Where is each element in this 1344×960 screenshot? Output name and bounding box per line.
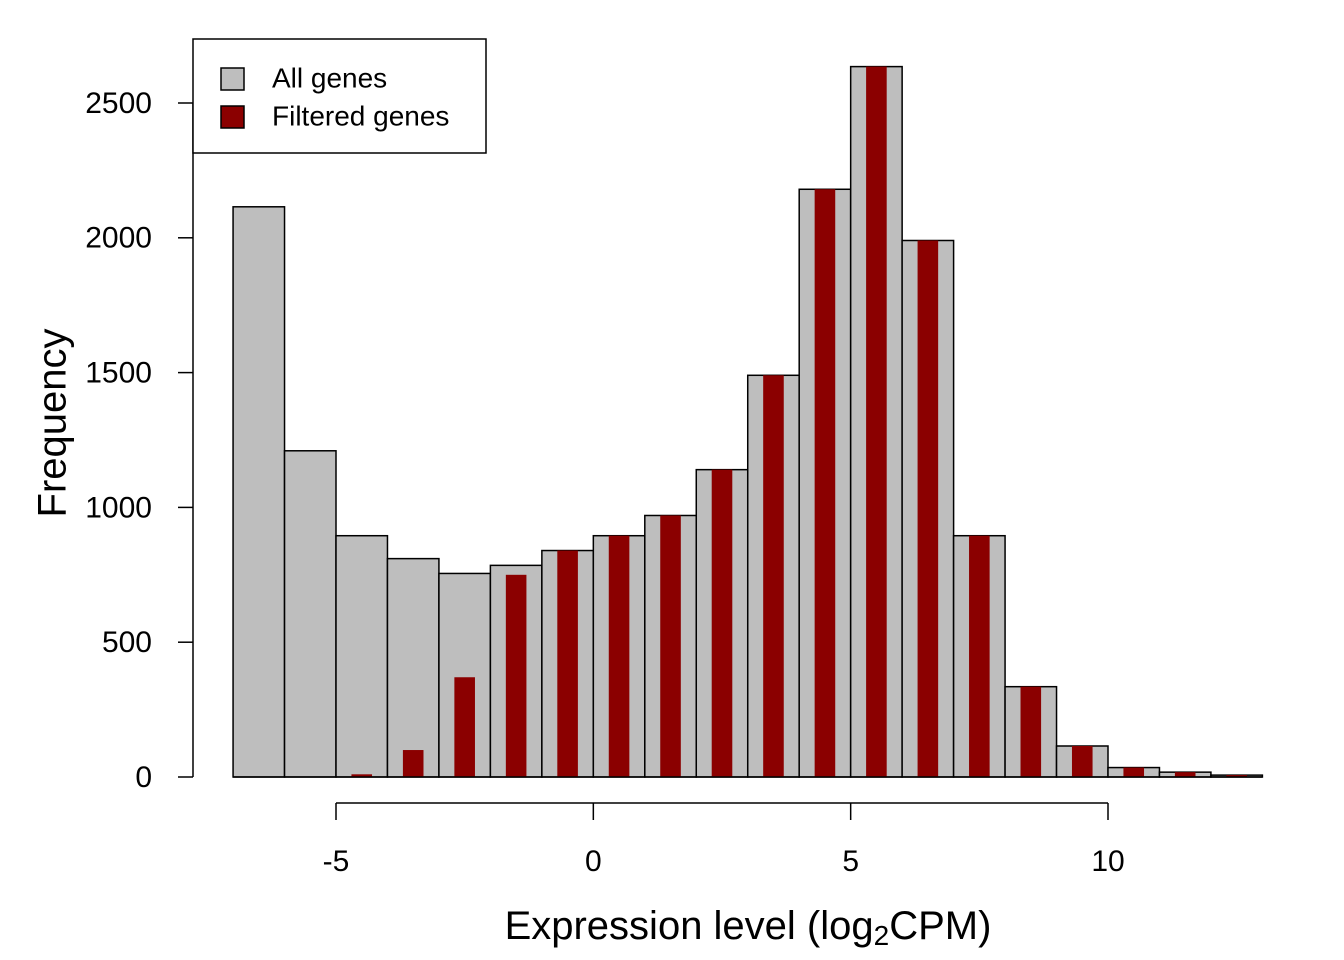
bar: [814, 189, 836, 778]
legend-swatch: [220, 105, 245, 129]
bar: [1123, 767, 1145, 777]
x-tick-label: 5: [842, 845, 859, 878]
bar: [660, 515, 681, 777]
x-axis-label: Expression level (log2CPM): [505, 904, 992, 952]
bar: [232, 206, 286, 778]
bar: [454, 677, 475, 777]
bar: [969, 535, 990, 777]
x-label-part: Expression level (log: [505, 904, 874, 948]
bar: [917, 240, 939, 778]
bar: [351, 774, 373, 777]
bar: [1020, 686, 1042, 777]
bar: [1226, 775, 1247, 777]
bar: [608, 535, 630, 777]
bar: [386, 557, 440, 778]
bar: [335, 534, 389, 778]
bar: [505, 574, 527, 777]
y-axis-label: Frequency: [31, 329, 75, 518]
x-label-part: CPM): [889, 904, 991, 948]
legend-swatch: [220, 67, 245, 91]
x-tick-label: 10: [1091, 845, 1124, 878]
bar: [283, 450, 337, 778]
y-tick-label: 1000: [85, 491, 152, 524]
bar: [557, 550, 578, 777]
y-tick-label: 500: [102, 626, 152, 659]
legend-box: [192, 38, 487, 154]
bar: [1174, 772, 1196, 777]
bar: [866, 66, 887, 777]
x-tick-label: 0: [585, 845, 602, 878]
bar: [1071, 745, 1093, 777]
y-tick-label: 2500: [85, 87, 152, 120]
x-label-sub: 2: [874, 920, 890, 951]
y-tick-label: 0: [135, 761, 152, 794]
y-tick-label: 1500: [85, 357, 152, 390]
legend-label: All genes: [272, 62, 387, 93]
bar: [711, 469, 733, 777]
y-tick-label: 2000: [85, 222, 152, 255]
bar: [402, 750, 424, 777]
bar: [763, 375, 784, 777]
legend-label: Filtered genes: [272, 100, 449, 131]
x-tick-label: -5: [323, 845, 350, 878]
